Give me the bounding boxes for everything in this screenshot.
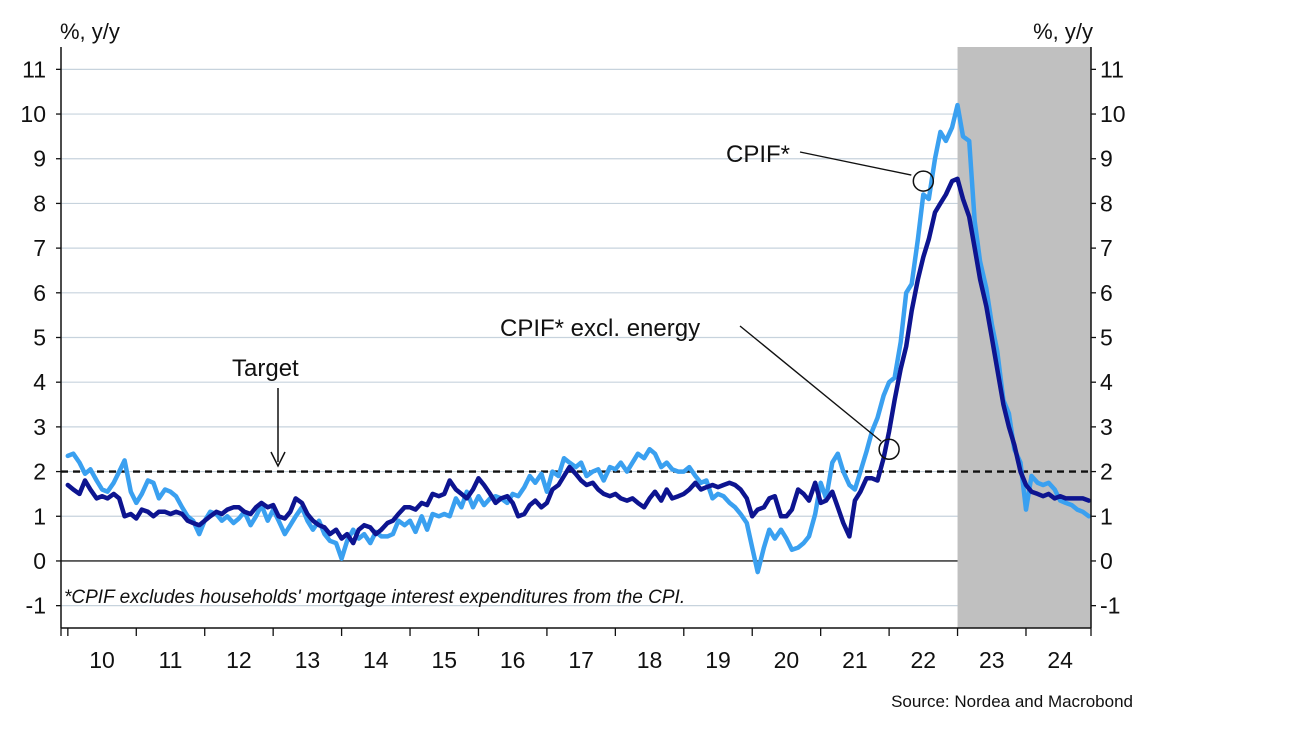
y-tick-label-left: -1: [26, 593, 46, 619]
x-tick-label: 16: [500, 647, 526, 673]
shaded-region: [957, 47, 1091, 628]
y-tick-label-left: 6: [33, 280, 46, 306]
y-tick-label-right: 11: [1100, 56, 1124, 82]
x-tick-label: 20: [774, 647, 800, 673]
annotations: [270, 151, 935, 468]
y-tick-label-left: 3: [33, 414, 46, 440]
x-tick-label: 22: [911, 647, 937, 673]
y-tick-label-right: 7: [1100, 235, 1113, 261]
y-tick-label-right: 2: [1100, 459, 1113, 485]
y-axis-unit-right: %, y/y: [1033, 19, 1093, 44]
y-tick-label-right: 4: [1100, 369, 1113, 395]
cpif-excl-energy-marker-circle: [878, 438, 900, 460]
source-note: Source: Nordea and Macrobond: [891, 692, 1133, 711]
y-tick-label-right: 5: [1100, 325, 1113, 351]
gridlines: [61, 68, 1091, 607]
x-tick-label: 10: [89, 647, 115, 673]
y-tick-label-left: 9: [33, 146, 46, 172]
y-tick-label-right: -1: [1100, 593, 1120, 619]
cpif-marker-circle: [912, 170, 935, 192]
x-tick-label: 18: [637, 647, 663, 673]
y-tick-label-right: 3: [1100, 414, 1113, 440]
target-label: Target: [232, 355, 299, 382]
series-line-cpif: [65, 102, 1092, 575]
y-axis-unit-left: %, y/y: [60, 19, 120, 44]
target-arrowhead: [270, 451, 286, 468]
y-tick-label-left: 2: [33, 459, 46, 485]
y-tick-label-right: 9: [1100, 146, 1113, 172]
y-tick-label-left: 8: [33, 190, 46, 216]
x-tick-label: 23: [979, 647, 1005, 673]
x-tick-label: 13: [295, 647, 321, 673]
y-tick-label-right: 0: [1100, 548, 1113, 574]
x-tick-labels: 10 11 12 13 14 15 16 17 18 19 20 21 22 23 24: [89, 647, 1073, 673]
x-tick-label: 19: [705, 647, 731, 673]
y-tick-label-left: 4: [33, 369, 46, 395]
y-tick-label-left: 10: [20, 101, 46, 127]
y-tick-label-left: 5: [33, 325, 46, 351]
x-tick-label: 14: [363, 647, 389, 673]
y-tick-label-left: 7: [33, 235, 46, 261]
x-tick-label: 17: [568, 647, 594, 673]
series-line-cpif-excl-energy: [65, 176, 1092, 546]
cpif-excl-energy-leader-line: [739, 325, 882, 442]
forecast-shade: [957, 47, 1091, 628]
y-tick-label-right: 8: [1100, 190, 1113, 216]
y-tick-label-left: 0: [33, 548, 46, 574]
y-tick-label-left: 11: [22, 56, 46, 82]
y-tick-label-right: 10: [1100, 101, 1126, 127]
x-tick-label: 11: [159, 647, 183, 673]
axes-group: [56, 47, 1096, 636]
x-tick-label: 12: [226, 647, 252, 673]
footnote: *CPIF excludes households' mortgage inte…: [64, 587, 685, 608]
x-tick-label: 15: [431, 647, 457, 673]
x-tick-label: 24: [1047, 647, 1073, 673]
annotation-cpif: CPIF*: [726, 141, 790, 168]
series-group: [65, 102, 1092, 575]
y-tick-label-right: 6: [1100, 280, 1113, 306]
y-tick-label-right: 1: [1100, 503, 1113, 529]
x-tick-label: 21: [842, 647, 868, 673]
annotation-cpif-excl-energy: CPIF* excl. energy: [500, 315, 700, 342]
y-tick-label-left: 1: [33, 503, 46, 529]
cpif-leader-line: [799, 151, 912, 176]
